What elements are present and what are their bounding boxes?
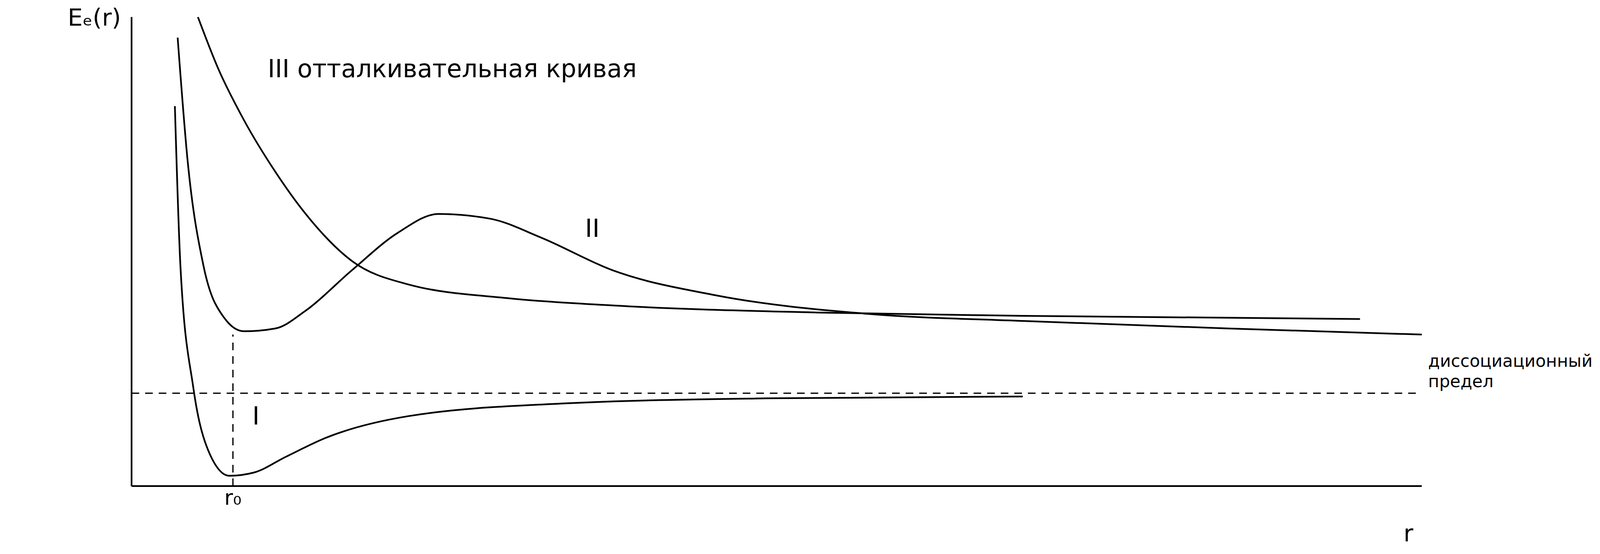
svg-text:Eₑ(r): Eₑ(r) [67,3,121,31]
svg-text:r: r [1403,519,1414,547]
svg-text:III отталкивательная кривая: III отталкивательная кривая [267,54,638,84]
svg-text:I: I [252,401,260,431]
svg-text:диссоциационныйпредел: диссоциационныйпредел [1428,350,1593,391]
svg-text:II: II [585,213,600,243]
svg-text:r₀: r₀ [224,485,242,510]
